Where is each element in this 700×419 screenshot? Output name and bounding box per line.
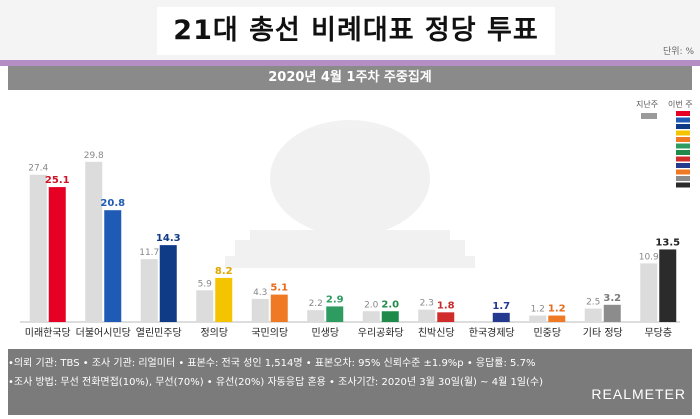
category-label: 열린민주당: [136, 327, 182, 339]
legend-swatch-current: [676, 169, 690, 175]
value-label-previous: 2.0: [364, 300, 379, 310]
bar-current: [437, 312, 455, 322]
bar-previous: [584, 308, 602, 322]
bar-current: [659, 249, 677, 322]
value-label-previous: 5.9: [198, 279, 213, 289]
bar-previous: [418, 309, 436, 322]
bars: [20, 161, 680, 323]
legend-swatch-current: [676, 163, 690, 168]
bar-previous: [85, 161, 103, 322]
value-label-current: 20.8: [100, 198, 125, 209]
bar-current: [270, 294, 288, 322]
title-box: [157, 7, 555, 55]
value-label-current: 2.0: [381, 299, 399, 310]
bar-current: [492, 312, 510, 322]
legend-swatch-current: [676, 130, 690, 136]
bar-previous: [251, 298, 269, 322]
value-label-previous: 29.8: [84, 151, 104, 161]
category-label: 친박신당: [418, 327, 455, 339]
value-labels: 27.425.129.820.811.714.35.98.24.3 5.12.2 2…: [28, 151, 680, 315]
realmeter-logo: REALMETER: [591, 386, 686, 402]
bar-current: [159, 245, 177, 322]
value-label-previous: 2.2: [309, 299, 323, 309]
legend-swatch-current: [676, 137, 690, 142]
bar-current: [603, 304, 621, 322]
legend-swatches: [641, 111, 690, 188]
value-label-current: 1.8: [437, 300, 455, 311]
category-label: 민생당: [311, 327, 339, 339]
value-label-current: 8.2: [215, 266, 233, 277]
background-watermark: [225, 120, 475, 268]
category-label: 더불어시민당: [76, 327, 131, 339]
legend-swatch-previous: [641, 113, 657, 119]
value-label-current: 25.1: [45, 175, 70, 186]
value-label-previous: 4.3: [253, 288, 267, 298]
legend-swatch-current: [676, 124, 690, 129]
value-label-current: 5.1: [270, 283, 288, 294]
legend-swatch-current: [676, 117, 690, 123]
value-label-previous: 27.4: [28, 164, 48, 174]
category-labels: 미래한국당 더불어시민당 열린민주당 정의당 국민의당 민생당 우리공화당 친박신당 한국경제당…: [25, 326, 672, 339]
bar-current: [215, 277, 233, 322]
value-label-current: 2.9: [326, 294, 344, 305]
subtitle-strip: [8, 66, 692, 90]
bar-previous: [362, 311, 380, 322]
bar-previous: [196, 290, 214, 322]
footer-panel: [8, 349, 692, 415]
legend-swatch-current: [676, 111, 690, 116]
category-label: 미래한국당: [25, 327, 71, 339]
bar-previous: [140, 259, 158, 322]
legend-swatch-current: [676, 143, 690, 149]
bar-current: [48, 187, 66, 322]
category-label: 민중당: [533, 327, 561, 339]
chart-subtitle: 2020년 4월 1주차 주중집계: [268, 70, 432, 85]
accent-band: [0, 60, 700, 66]
footer-line-1: •의뢰 기관: TBS • 조사 기관: 리얼미터 • 표본수: 전국 성인 1…: [8, 358, 536, 369]
legend-swatch-current: [676, 156, 690, 162]
legend-swatch-current: [676, 182, 690, 188]
value-label-previous: 2.5: [586, 298, 600, 308]
bar-previous: [529, 315, 547, 322]
category-label: 우리공화당: [358, 327, 404, 339]
value-label-previous: 1.2: [531, 305, 545, 315]
category-label: 무당층: [644, 327, 672, 339]
bar-current: [381, 311, 399, 322]
bar-previous: [307, 310, 325, 322]
category-label: 정의당: [200, 327, 228, 339]
value-label-current: 1.2: [548, 304, 566, 315]
legend-current-label: 이번 주: [668, 100, 693, 109]
value-label-current: 13.5: [655, 237, 680, 248]
legend-swatch-current: [676, 150, 690, 155]
bar-previous: [29, 174, 47, 322]
category-label: 한국경제당: [469, 326, 515, 339]
legend-previous-label: 지난주: [636, 100, 659, 109]
legend-swatch-current: [676, 176, 690, 181]
plot-background: [8, 90, 692, 345]
bar-previous: [640, 263, 658, 322]
value-label-previous: 10.9: [639, 252, 659, 262]
bar-current: [104, 210, 122, 322]
category-label: 국민의당: [251, 327, 288, 339]
value-label-previous: 2.3: [420, 299, 434, 309]
value-label-previous: 11.7: [139, 248, 159, 258]
category-label: 기타 정당: [583, 327, 623, 339]
footer-line-2: •조사 방법: 무선 전화면접(10%), 무선(70%) • 유선(20%) …: [8, 377, 544, 388]
bar-current: [326, 306, 344, 322]
value-label-current: 14.3: [156, 233, 181, 244]
value-label-current: 1.7: [492, 301, 510, 312]
value-label-current: 3.2: [603, 293, 621, 304]
unit-label: 단위: %: [662, 47, 694, 57]
bar-current: [548, 315, 566, 322]
chart-title: 21대 총선 비례대표 정당 투표: [173, 15, 539, 46]
